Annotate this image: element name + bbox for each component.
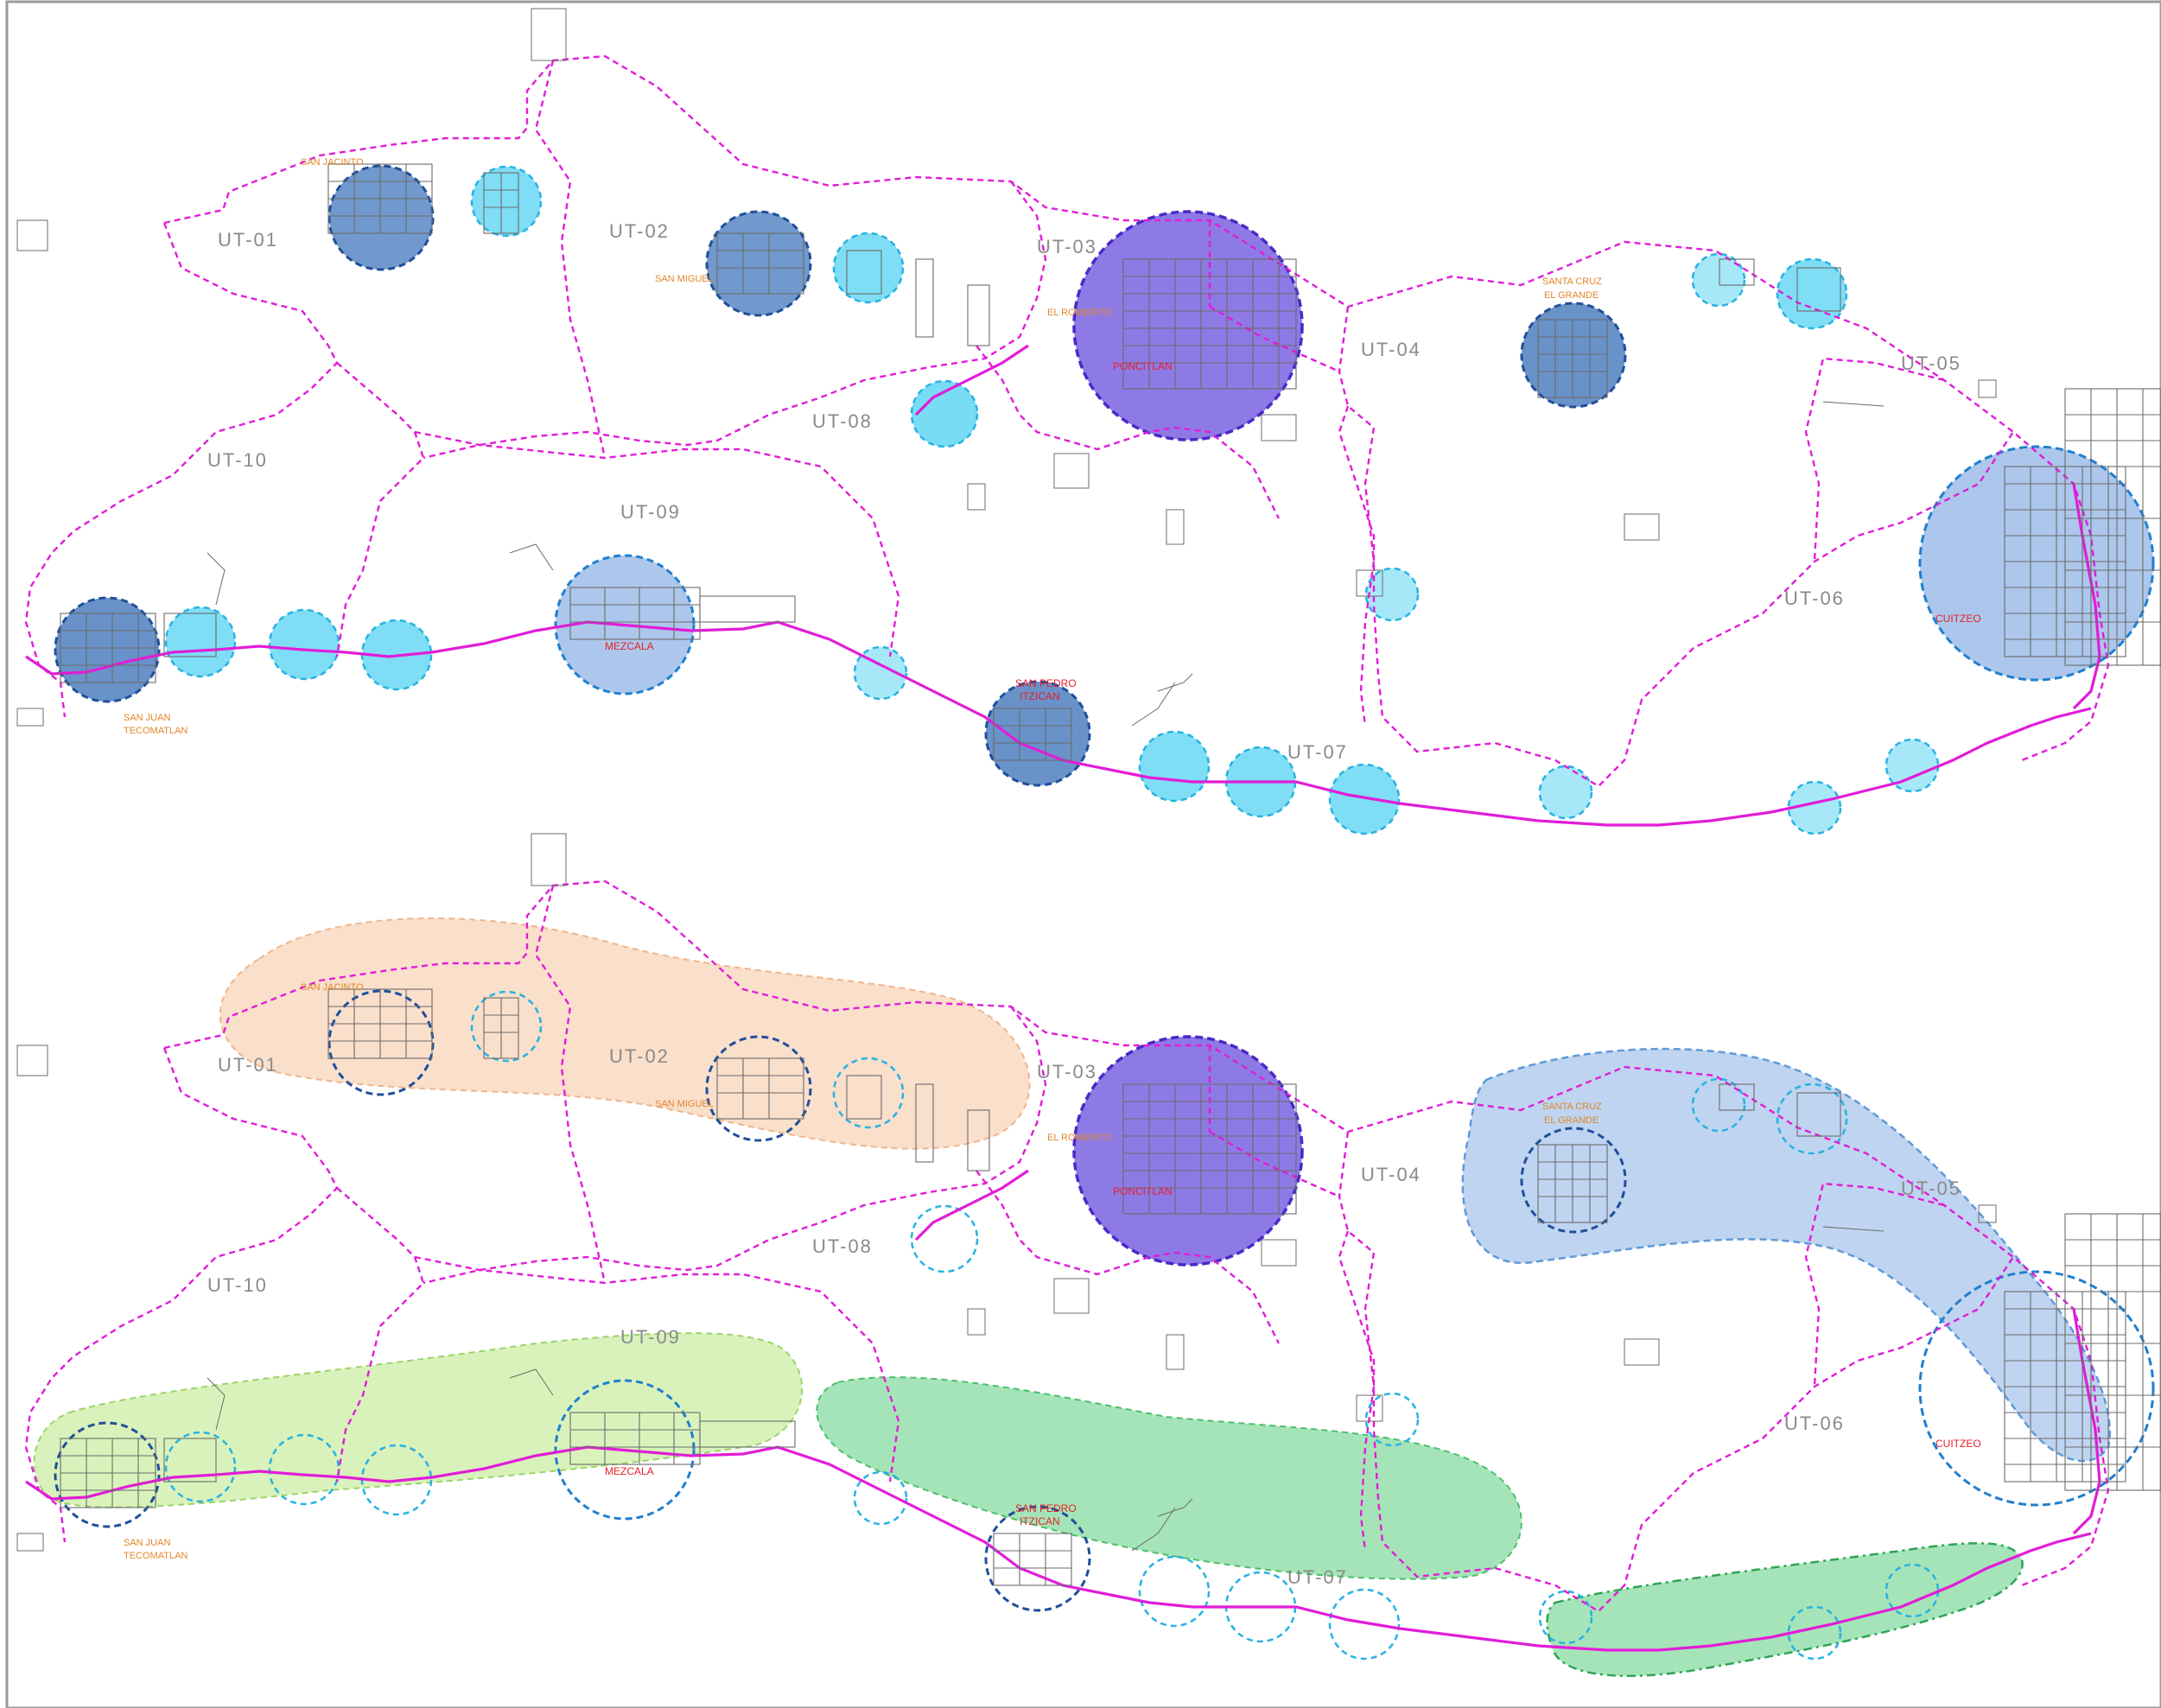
circle-san-pedro-itzican [984,1505,1091,1612]
planning-zones [33,917,2112,1678]
circle-small [1787,780,1842,835]
circle-small [1364,567,1420,622]
circle-santa-cruz [1520,1127,1627,1234]
circle-small [853,645,908,701]
circle-small [1138,1555,1211,1628]
circle-small [1138,730,1211,803]
town-label: EL ROMERITO [1047,308,1113,318]
zone-darkgreen [1546,1542,2024,1678]
map-panel-top: SAN JACINTO SAN MIGUEL EL ROMERITO PONCI… [16,7,2161,835]
town-label: SAN PEDRO [1015,677,1077,689]
circle-small [910,1204,979,1273]
town-label: SANTA CRUZ [1542,1102,1602,1112]
panel-linework-top [16,7,2161,827]
town-label: SAN JACINTO [301,157,364,168]
town-label: TECOMATLAN [124,1551,187,1561]
town-label: SAN MIGUEL [655,274,714,284]
circle-small [1328,763,1401,835]
circle-san-miguel [705,1035,812,1142]
circle-san-juan [54,1421,161,1528]
town-labels-top: SAN JACINTO SAN MIGUEL EL ROMERITO PONCI… [124,157,1981,736]
circle-small [1538,1590,1593,1645]
circle-san-jacinto [327,989,435,1096]
town-label: SAN JUAN [124,713,170,723]
map-frame [5,0,2161,1708]
circle-santa-cruz [1520,302,1627,409]
zone-green [816,1376,1522,1580]
circle-small [1787,1605,1842,1660]
zone-orange [219,917,1031,1150]
circle-small [268,608,340,681]
town-label: CUITZEO [1935,613,1981,625]
town-label: EL GRANDE [1544,1115,1599,1126]
town-label: MEZCALA [605,1465,654,1477]
circle-small [470,165,543,238]
circle-small [832,1057,905,1129]
town-label: EL GRANDE [1544,290,1599,301]
circle-small [853,1470,908,1526]
circle-small [164,606,237,678]
zone-blue [1461,1047,2112,1463]
circle-san-miguel [705,210,812,317]
circle-cuitzeo [1918,1270,2155,1507]
circle-small [470,990,543,1063]
urban-circles-top [54,164,2155,835]
circle-poncitlan [1072,210,1304,441]
circle-small [1691,252,1746,308]
town-label: CUITZEO [1935,1438,1981,1450]
circle-small [164,1431,237,1503]
circle-small [1538,765,1593,820]
circle-san-juan [54,596,161,703]
circle-small [1364,1392,1420,1447]
town-label: TECOMATLAN [124,726,187,736]
town-label: SAN MIGUEL [655,1099,714,1109]
town-label: SAN PEDRO [1015,1502,1077,1514]
circle-cuitzeo [1918,445,2155,682]
town-label: MEZCALA [605,640,654,652]
circle-poncitlan [1072,1035,1304,1267]
town-label: PONCITLAN [1113,1185,1173,1197]
circle-san-jacinto [327,164,435,271]
town-label: SAN JUAN [124,1538,170,1548]
town-label: ITZICAN [1020,1515,1060,1527]
circle-small [832,232,905,304]
circle-mezcala [554,1379,696,1521]
zone-lightgreen [33,1332,804,1508]
town-labels-bottom: SAN JACINTO SAN MIGUEL EL ROMERITO PONCI… [124,982,1981,1561]
town-label: PONCITLAN [1113,360,1173,372]
town-label: ITZICAN [1020,690,1060,702]
circle-small [910,379,979,448]
circle-small [1776,1083,1848,1155]
town-label: EL ROMERITO [1047,1133,1113,1143]
town-label: SANTA CRUZ [1542,276,1602,287]
map-panel-bottom: SAN JACINTO SAN MIGUEL EL ROMERITO PONCI… [16,832,2161,1678]
circle-small [1691,1077,1746,1133]
circle-small [1328,1588,1401,1660]
town-label: SAN JACINTO [301,982,364,993]
